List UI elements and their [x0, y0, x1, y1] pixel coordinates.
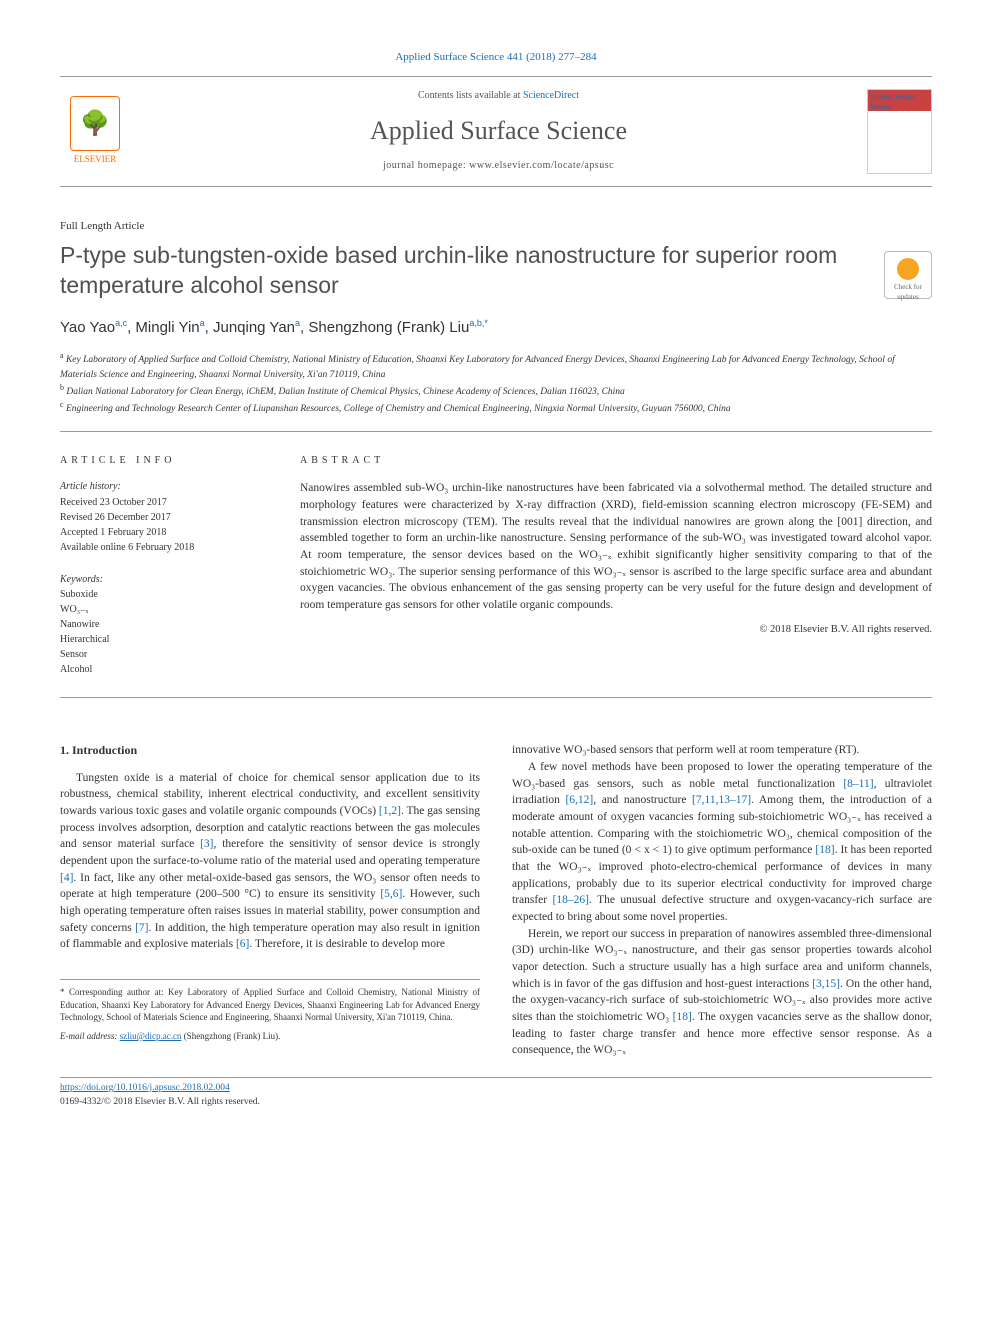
keyword: WO₃₋ₓ	[60, 602, 260, 617]
reference-link[interactable]: [1,2]	[379, 805, 401, 817]
reference-link[interactable]: [7,11,13–17]	[692, 794, 751, 806]
doi-link[interactable]: https://doi.org/10.1016/j.apsusc.2018.02…	[60, 1083, 230, 1093]
keyword: Sensor	[60, 647, 260, 662]
keyword: Suboxide	[60, 587, 260, 602]
cover-title: Applied Surface Science	[870, 92, 931, 112]
history-item: Revised 26 December 2017	[60, 510, 260, 525]
abstract-heading: ABSTRACT	[300, 454, 932, 469]
email-label: E-mail address:	[60, 1031, 120, 1041]
abstract-copyright: © 2018 Elsevier B.V. All rights reserved…	[300, 622, 932, 637]
reference-link[interactable]: [4]	[60, 872, 73, 884]
corresponding-author-note: * Corresponding author at: Key Laborator…	[60, 986, 480, 1024]
author-affil-sup[interactable]: a,b,*	[469, 318, 488, 328]
reference-link[interactable]: [18]	[815, 844, 834, 856]
footnote-block: * Corresponding author at: Key Laborator…	[60, 979, 480, 1042]
email-link[interactable]: szliu@dicp.ac.cn	[120, 1031, 182, 1041]
body-text: . Therefore, it is desirable to develop …	[249, 938, 445, 950]
contents-prefix: Contents lists available at	[418, 90, 523, 101]
abstract-block: ABSTRACT Nanowires assembled sub-WO₃ urc…	[300, 454, 932, 678]
reference-link[interactable]: [6,12]	[565, 794, 593, 806]
reference-link[interactable]: [6]	[236, 938, 249, 950]
history-item: Accepted 1 February 2018	[60, 525, 260, 540]
author-name: Yao Yao	[60, 319, 115, 336]
affil-sup: b	[60, 383, 64, 392]
paragraph: innovative WO₃-based sensors that perfor…	[512, 742, 932, 759]
author-name: Mingli Yin	[135, 319, 199, 336]
paragraph: Herein, we report our success in prepara…	[512, 926, 932, 1059]
reference-link[interactable]: [18–26]	[553, 894, 589, 906]
article-title: P-type sub-tungsten-oxide based urchin-l…	[60, 241, 932, 301]
author-affil-sup[interactable]: a	[200, 318, 205, 328]
reference-link[interactable]: [3]	[200, 838, 213, 850]
update-badge-label: Check for updates	[894, 283, 922, 301]
journal-cover-thumbnail: Applied Surface Science	[867, 89, 932, 174]
journal-name: Applied Surface Science	[150, 112, 847, 150]
author-name: Shengzhong (Frank) Liu	[308, 319, 469, 336]
issn-copyright: 0169-4332/© 2018 Elsevier B.V. All right…	[60, 1097, 260, 1107]
history-item: Available online 6 February 2018	[60, 540, 260, 555]
author-list: Yao Yaoa,c, Mingli Yina, Junqing Yana, S…	[60, 317, 932, 339]
body-text: , and nanostructure	[593, 794, 692, 806]
reference-link[interactable]: [3,15]	[812, 978, 840, 990]
section-heading-intro: 1. Introduction	[60, 742, 480, 759]
author-affil-sup[interactable]: a	[295, 318, 300, 328]
reference-link[interactable]: [18]	[673, 1011, 692, 1023]
affiliation: b Dalian National Laboratory for Clean E…	[60, 382, 932, 399]
check-updates-badge[interactable]: Check for updates	[884, 251, 932, 299]
author: Yao Yaoa,c	[60, 319, 127, 336]
keyword: Nanowire	[60, 617, 260, 632]
author: Mingli Yina	[135, 319, 204, 336]
citation-line: Applied Surface Science 441 (2018) 277–2…	[60, 50, 932, 66]
history-item: Received 23 October 2017	[60, 495, 260, 510]
affiliation: c Engineering and Technology Research Ce…	[60, 399, 932, 416]
author-name: Junqing Yan	[213, 319, 295, 336]
publisher-name: ELSEVIER	[74, 153, 117, 166]
column-right: innovative WO₃-based sensors that perfor…	[512, 742, 932, 1059]
reference-link[interactable]: [8–11]	[843, 778, 873, 790]
article-type: Full Length Article	[60, 219, 932, 235]
author: Junqing Yana	[213, 319, 300, 336]
contents-line: Contents lists available at ScienceDirec…	[150, 89, 847, 104]
affiliation: a Key Laboratory of Applied Surface and …	[60, 350, 932, 382]
affil-text: Dalian National Laboratory for Clean Ene…	[66, 387, 624, 397]
sciencedirect-link[interactable]: ScienceDirect	[523, 90, 579, 101]
elsevier-tree-icon: 🌳	[70, 96, 120, 151]
reference-link[interactable]: [5,6]	[380, 888, 402, 900]
article-info-block: ARTICLE INFO Article history: Received 2…	[60, 454, 260, 678]
history-label: Article history:	[60, 480, 260, 495]
affil-sup: a	[60, 351, 64, 360]
elsevier-logo: 🌳 ELSEVIER	[60, 91, 130, 171]
body-columns: 1. Introduction Tungsten oxide is a mate…	[60, 742, 932, 1059]
abstract-text: Nanowires assembled sub-WO₃ urchin-like …	[300, 480, 932, 613]
affiliations: a Key Laboratory of Applied Surface and …	[60, 350, 932, 431]
paragraph: Tungsten oxide is a material of choice f…	[60, 770, 480, 953]
email-author: (Shengzhong (Frank) Liu).	[181, 1031, 280, 1041]
keyword: Alcohol	[60, 662, 260, 677]
paragraph: A few novel methods have been proposed t…	[512, 759, 932, 926]
article-info-heading: ARTICLE INFO	[60, 454, 260, 469]
affil-text: Engineering and Technology Research Cent…	[66, 405, 731, 415]
email-line: E-mail address: szliu@dicp.ac.cn (Shengz…	[60, 1030, 480, 1043]
journal-header: 🌳 ELSEVIER Contents lists available at S…	[60, 76, 932, 187]
affil-text: Key Laboratory of Applied Surface and Co…	[60, 356, 895, 380]
author-affil-sup[interactable]: a,c	[115, 318, 127, 328]
author: Shengzhong (Frank) Liua,b,*	[308, 319, 487, 336]
column-left: 1. Introduction Tungsten oxide is a mate…	[60, 742, 480, 1059]
keyword: Hierarchical	[60, 632, 260, 647]
homepage-line: journal homepage: www.elsevier.com/locat…	[150, 159, 847, 174]
reference-link[interactable]: [7]	[135, 922, 148, 934]
update-circle-icon	[897, 258, 919, 280]
keywords-label: Keywords:	[60, 573, 260, 588]
affil-sup: c	[60, 400, 64, 409]
page-footer: https://doi.org/10.1016/j.apsusc.2018.02…	[60, 1077, 932, 1110]
